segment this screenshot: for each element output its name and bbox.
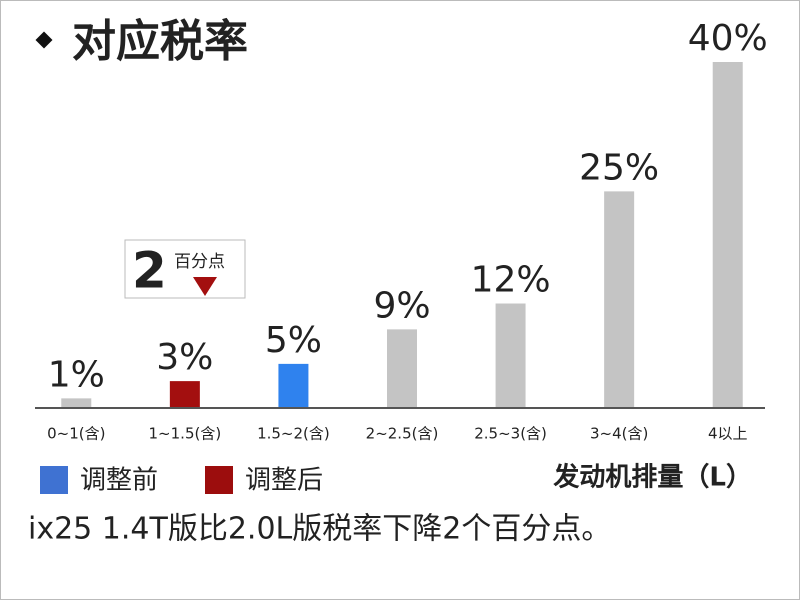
bar <box>604 191 635 407</box>
footnote: ix25 1.4T版比2.0L版税率下降2个百分点。 <box>28 512 611 547</box>
bar <box>61 398 92 407</box>
legend-swatch <box>40 466 68 494</box>
x-tick-label: 4以上 <box>708 425 748 443</box>
legend-label: 调整前 <box>80 466 158 496</box>
bar <box>712 62 743 407</box>
x-tick-label: 1~1.5(含) <box>149 425 222 443</box>
bar <box>169 381 200 407</box>
x-tick-label: 0~1(含) <box>47 425 105 443</box>
legend-swatch <box>205 466 233 494</box>
annotation-label: 百分点 <box>174 252 225 272</box>
x-tick-label: 2.5~3(含) <box>474 425 547 443</box>
value-label: 9% <box>373 285 430 326</box>
legend-label: 调整后 <box>245 466 323 496</box>
chart-title: 对应税率 <box>72 16 248 67</box>
x-axis-label: 发动机排量（L） <box>552 462 752 493</box>
x-tick-label: 2~2.5(含) <box>366 425 439 443</box>
x-tick-label: 1.5~2(含) <box>257 425 330 443</box>
value-label: 40% <box>688 18 768 59</box>
annotation-arrow <box>193 277 217 296</box>
value-label: 1% <box>48 354 105 395</box>
value-label: 3% <box>156 337 213 378</box>
value-label: 5% <box>265 320 322 361</box>
annotation-box <box>124 239 246 299</box>
value-label: 12% <box>471 260 551 301</box>
value-label: 25% <box>579 147 659 188</box>
title-bullet <box>35 31 53 49</box>
bar <box>495 303 526 407</box>
annotation-value: 2 <box>132 242 167 300</box>
bar <box>278 363 309 407</box>
bar <box>387 329 417 407</box>
x-tick-label: 3~4(含) <box>590 425 648 443</box>
